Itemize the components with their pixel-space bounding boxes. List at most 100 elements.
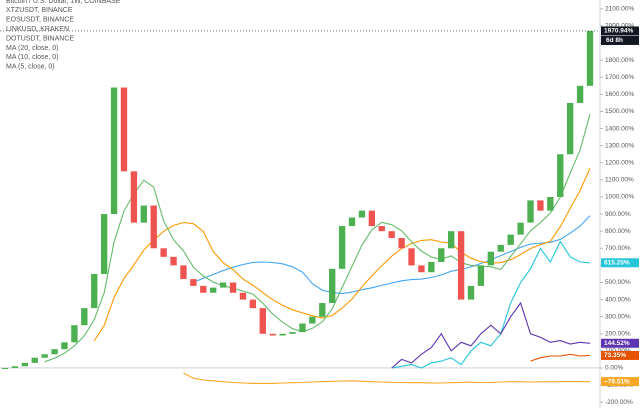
y-tick-label: 2000.00% [605,23,634,30]
y-tick-label: 0.00% [605,365,624,372]
candle [170,256,177,266]
y-tick-label: 800.00% [605,228,631,235]
legend-entry: MA (10, close, 0) [6,54,59,61]
candle [91,273,98,309]
candle [71,325,78,343]
y-tick-label: 1300.00% [605,142,634,149]
candle [51,349,58,355]
candle [338,226,346,269]
candle [120,87,128,172]
candle [547,196,554,211]
candle [219,282,227,288]
candle [289,332,296,334]
candle [388,231,395,239]
y-tick-label: 1400.00% [605,125,634,132]
y-tick-label: 1200.00% [605,160,634,167]
candle [200,285,207,293]
candle [180,265,187,280]
candle [507,234,514,245]
y-tick-label: 300.00% [605,313,631,320]
legend-entry: MA (20, close, 0) [6,45,59,52]
candle [487,251,495,266]
y-tick-label: 1000.00% [605,194,634,201]
candle [81,308,88,326]
candle [566,102,574,155]
candle [1,367,9,369]
series-line [193,215,591,295]
y-tick-label: 500.00% [605,279,631,286]
candle [299,323,306,333]
legend-entry: MA (5, close, 0) [6,64,55,71]
candle [110,87,118,215]
candle [140,205,147,223]
candle [586,30,594,86]
candle [527,200,534,223]
candle [358,210,366,218]
y-tick-label: 900.00% [605,211,631,218]
countdown: 6d 8h [606,37,623,44]
candle [428,261,435,273]
value-label-box [601,26,639,36]
candle [467,285,475,300]
series-line [391,301,591,369]
y-tick-label: 700.00% [605,245,631,252]
candle [269,333,276,336]
candle [130,171,138,223]
y-tick-label: -200.00% [605,399,633,406]
y-tick-label: 1100.00% [605,177,634,184]
legend-entry: LINKUSD, KRAKEN [6,26,69,33]
y-tick-label: 1700.00% [605,74,634,81]
y-tick-label: 1500.00% [605,108,634,115]
value-label-box [601,258,639,268]
series-line [391,240,591,369]
series-line [183,372,591,384]
candle [309,316,316,324]
candle [576,85,584,103]
value-label: 144.52% [604,340,630,347]
legend-entry: Bitcoin / U.S. Dollar, 1W, COINBASE [6,0,121,5]
candle [61,342,68,350]
candle [190,279,197,286]
candle [438,248,445,262]
series-line [530,353,591,362]
y-tick-label: 200.00% [605,331,631,338]
value-label-box [601,350,639,360]
candle [448,231,455,249]
candle [557,154,564,197]
candle [418,265,425,273]
legend-entry: EOSUSDT, BINANCE [6,17,74,24]
y-tick-label: 400.00% [605,296,631,303]
candle [150,205,157,249]
value-label-box [601,338,639,348]
candle [279,333,286,336]
value-label: 73.35% [604,352,626,359]
candle [31,357,38,363]
candle [100,214,108,274]
value-label-box [601,377,639,387]
candle [160,248,167,257]
candle [41,354,48,358]
legend-entry: XTZUSDT, BINANCE [6,7,73,14]
candle [348,217,356,227]
countdown-box [601,35,639,45]
candle [21,362,29,367]
y-tick-label: 2100.00% [605,6,634,13]
value-label: 1970.94% [604,28,633,35]
candle [210,287,217,293]
candle [517,222,524,235]
candle [239,292,247,300]
y-tick-label: 1800.00% [605,57,634,64]
candle [11,366,19,368]
y-tick-label: 1600.00% [605,91,634,98]
candle [249,299,257,309]
candle [378,226,385,232]
candle [497,244,504,252]
candle [319,303,326,317]
candle [477,265,485,286]
legend-entry: DOTUSDT, BINANCE [6,35,74,42]
candle [537,200,544,211]
candle [408,248,415,266]
candle [398,238,405,249]
